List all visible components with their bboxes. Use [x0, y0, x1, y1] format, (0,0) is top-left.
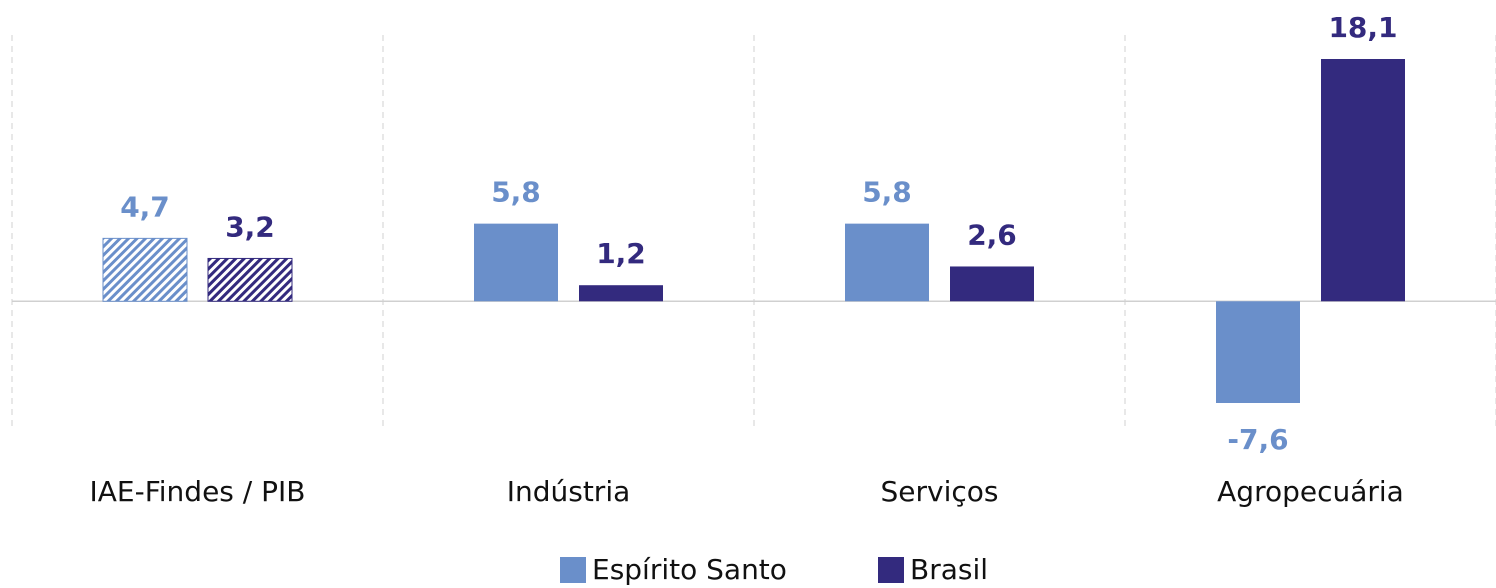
data-label: 2,6 [967, 218, 1017, 251]
x-tick-label: Agropecuária [1217, 475, 1404, 508]
bar [1321, 59, 1405, 302]
bar [207, 257, 293, 302]
bar [102, 237, 188, 302]
legend-label: Espírito Santo [592, 553, 787, 586]
data-label: 1,2 [596, 237, 646, 270]
bar [474, 223, 558, 302]
data-label: -7,6 [1227, 423, 1288, 456]
x-tick-label: Indústria [507, 475, 631, 508]
legend-swatch [878, 557, 904, 583]
x-tick-label: Serviços [881, 475, 999, 508]
legend-swatch [560, 557, 586, 583]
data-label: 4,7 [120, 190, 170, 223]
data-label: 5,8 [491, 176, 541, 209]
bar [950, 266, 1034, 302]
data-label: 3,2 [225, 210, 275, 243]
x-tick-label: IAE-Findes / PIB [90, 475, 306, 508]
bar [845, 223, 929, 302]
bar [579, 285, 663, 302]
bar [1216, 301, 1300, 403]
legend-label: Brasil [910, 553, 988, 586]
data-label: 5,8 [862, 176, 912, 209]
data-label: 18,1 [1328, 11, 1397, 44]
